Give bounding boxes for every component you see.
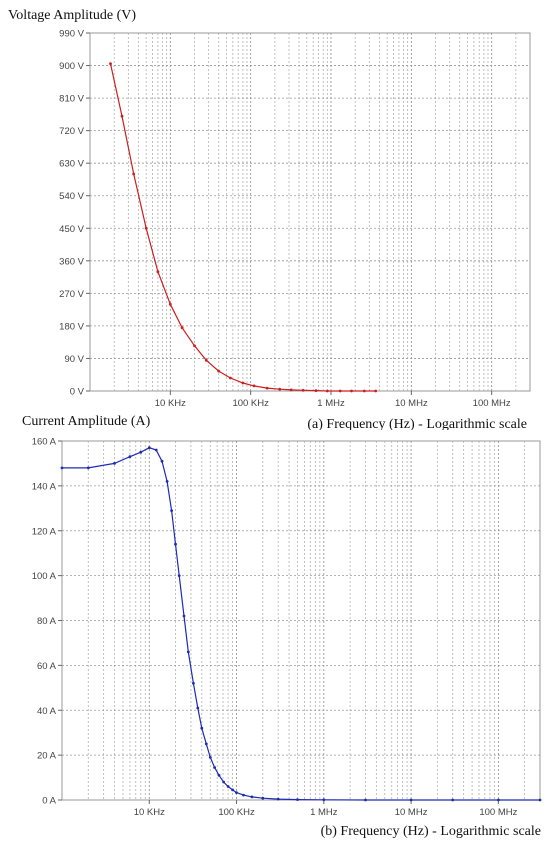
data-point [265, 386, 269, 390]
data-point [217, 369, 221, 373]
y-tick-label: 120 A [32, 526, 57, 537]
data-point [261, 796, 265, 800]
x-tick-label: 10 MHz [395, 807, 428, 818]
x-axis-caption: (a) Frequency (Hz) - Logarithmic scale [307, 417, 527, 430]
data-point [231, 788, 235, 792]
y-tick-label: 140 A [32, 481, 57, 492]
data-point [170, 509, 174, 512]
y-tick-label: 60 A [37, 661, 57, 672]
data-point [139, 450, 143, 454]
x-tick-label: 100 KHz [232, 398, 269, 409]
data-point [165, 480, 169, 483]
data-point [147, 446, 151, 450]
data-point [338, 389, 342, 393]
x-tick-label: 1 MHz [310, 807, 338, 818]
data-point [250, 795, 254, 799]
data-point [120, 114, 124, 118]
data-point [144, 226, 148, 230]
data-point [182, 614, 186, 618]
y-tick-label: 160 A [32, 437, 57, 448]
y-tick-label: 720 V [59, 126, 84, 137]
data-point [204, 742, 208, 746]
data-point [186, 650, 190, 654]
data-point [289, 388, 293, 392]
y-tick-label: 100 A [32, 571, 57, 582]
data-point [409, 798, 413, 802]
y-axis-label: Voltage Amplitude (V) [8, 8, 136, 23]
data-point [132, 172, 136, 176]
y-tick-label: 0 A [42, 796, 56, 807]
data-point [128, 455, 132, 459]
data-point [200, 726, 204, 730]
data-point [196, 706, 200, 710]
data-point [242, 793, 245, 797]
data-point [174, 542, 177, 546]
x-tick-label: 1 MHz [317, 398, 345, 409]
y-tick-label: 540 V [59, 191, 84, 202]
plot-area [89, 32, 531, 392]
data-point [217, 773, 221, 777]
data-point [156, 270, 160, 274]
data-point [113, 462, 116, 465]
data-point [301, 388, 305, 392]
data-point [160, 459, 164, 463]
x-tick-label: 100 MHz [479, 807, 517, 818]
data-point [296, 798, 299, 801]
x-axis-caption: (b) Frequency (Hz) - Logarithmic scale [321, 824, 541, 839]
data-point [538, 798, 542, 802]
plot-area [61, 440, 541, 801]
data-point [204, 358, 208, 362]
data-point [350, 389, 353, 393]
y-tick-label: 20 A [37, 751, 57, 762]
x-tick-label: 10 KHz [134, 807, 165, 818]
data-point [362, 389, 366, 393]
voltage-amplitude-chart: 0 V 90 V 180 V 270 V 360 V 450 V 540 V 630 V 720… [8, 8, 531, 430]
y-tick-label: 90 V [64, 354, 84, 365]
data-point [222, 780, 226, 784]
data-point [451, 798, 455, 802]
data-point [154, 448, 158, 452]
x-tick-label: 10 MHz [395, 398, 428, 409]
data-point [226, 785, 230, 788]
x-tick-label: 100 KHz [218, 807, 255, 818]
data-point [314, 389, 318, 392]
x-tick-label: 10 KHz [155, 398, 186, 409]
data-point [229, 376, 232, 380]
y-tick-label: 810 V [59, 94, 84, 105]
data-point [374, 389, 378, 393]
data-point [168, 302, 172, 306]
data-point [192, 681, 195, 685]
y-tick-label: 450 V [59, 224, 84, 235]
data-point [364, 798, 367, 802]
y-tick-label: 900 V [59, 61, 84, 72]
data-point [86, 466, 90, 470]
y-tick-label: 990 V [59, 29, 84, 40]
data-point [278, 387, 282, 391]
y-tick-label: 270 V [59, 289, 84, 300]
data-point [60, 466, 64, 470]
x-tick-label: 100 MHz [473, 398, 511, 409]
y-tick-label: 80 A [37, 616, 57, 627]
data-point [193, 344, 196, 348]
data-point [177, 574, 181, 577]
data-point [235, 791, 238, 794]
data-point [213, 766, 217, 769]
data-point [208, 756, 212, 759]
data-point [109, 62, 112, 66]
data-point [322, 798, 326, 802]
data-point [241, 381, 245, 385]
y-axis-label: Current Amplitude (A) [22, 414, 151, 429]
y-tick-label: 180 V [59, 321, 84, 332]
y-tick-label: 630 V [59, 159, 84, 170]
y-tick-label: 360 V [59, 256, 84, 267]
data-point [276, 797, 280, 801]
data-point [180, 326, 184, 330]
y-tick-label: 40 A [37, 706, 57, 717]
y-tick-label: 0 V [70, 387, 85, 398]
data-point [497, 798, 500, 802]
data-point [252, 384, 256, 388]
data-point [325, 389, 329, 393]
